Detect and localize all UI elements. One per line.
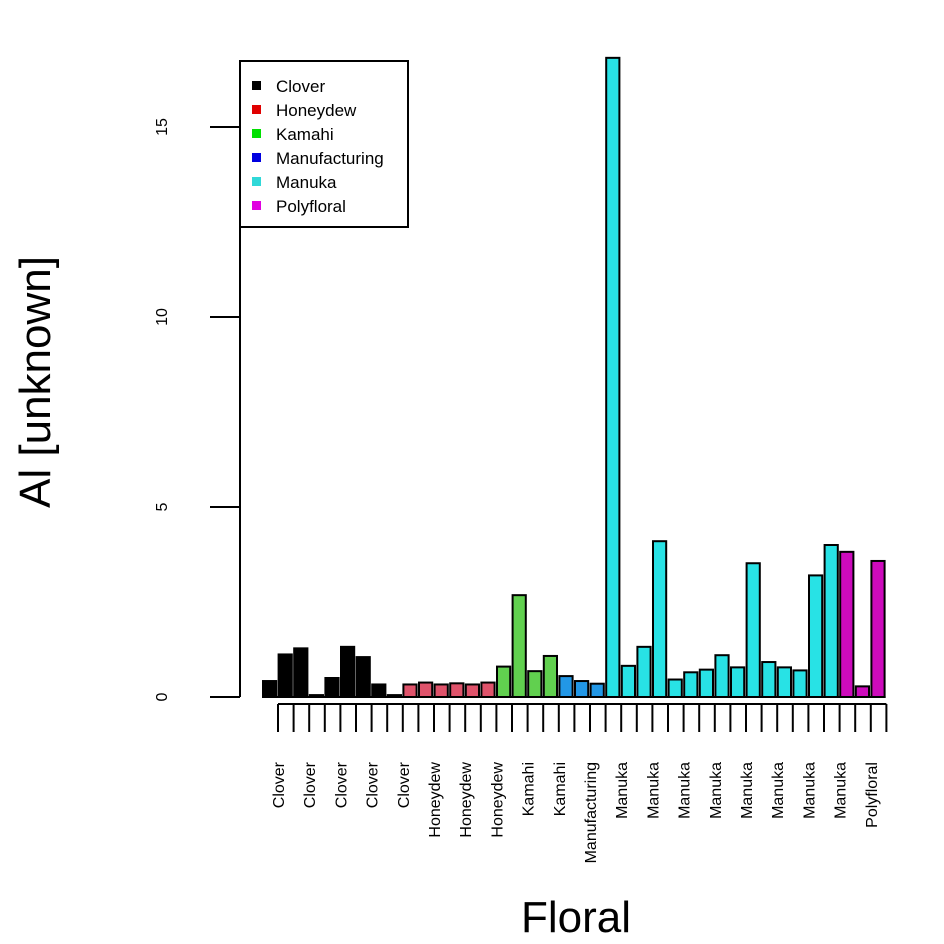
bar-manuka xyxy=(776,666,792,698)
x-axis-title: Floral xyxy=(521,893,631,942)
legend-label: Polyfloral xyxy=(276,197,346,216)
y-tick-label: 15 xyxy=(154,118,171,136)
x-tick-label: Honeydew xyxy=(458,762,475,838)
bar-honeydew xyxy=(449,682,465,699)
legend-swatch xyxy=(252,81,261,90)
bar-clover xyxy=(324,677,340,698)
bar-honeydew xyxy=(402,683,418,699)
legend-label: Manuka xyxy=(276,173,337,192)
x-tick-label: Clover xyxy=(302,761,319,808)
legend-swatch xyxy=(252,129,261,138)
x-axis: Clover Clover Clover Clover Clover Honeydew Ho… xyxy=(271,703,888,863)
legend-label: Manufacturing xyxy=(276,149,384,168)
bar-polyfloral xyxy=(839,550,855,699)
x-ticks: Clover Clover Clover Clover Clover Honeydew Ho… xyxy=(271,704,888,863)
bar-clover xyxy=(262,680,278,698)
bar-clover xyxy=(340,645,356,699)
bar-manuka xyxy=(605,56,621,698)
legend-label: Honeydew xyxy=(276,101,357,120)
bar-manuka xyxy=(620,664,636,699)
bar-manuka xyxy=(745,562,761,698)
bar-manuka xyxy=(792,669,808,699)
bar-clover xyxy=(371,683,387,699)
x-tick-label: Manuka xyxy=(645,762,662,819)
bar-polyfloral xyxy=(870,559,886,699)
bar-polyfloral xyxy=(854,685,870,698)
bar-manuka xyxy=(698,668,714,699)
y-axis: 0 5 10 15 xyxy=(154,118,241,701)
x-tick-label: Manuka xyxy=(770,762,787,819)
bar-clover xyxy=(293,647,309,698)
y-tick-label: 10 xyxy=(154,308,171,326)
x-tick-label: Manuka xyxy=(614,762,631,819)
bar-kamahi xyxy=(511,594,527,698)
bar-honeydew xyxy=(464,683,480,699)
legend-swatch xyxy=(252,153,261,162)
bar-manufacturing xyxy=(574,680,590,698)
bar-kamahi xyxy=(527,670,543,698)
x-tick-label: Clover xyxy=(333,761,350,808)
legend-swatch xyxy=(252,201,261,210)
bar-manuka xyxy=(730,666,746,698)
bar-manuka xyxy=(636,645,652,699)
bar-manuka xyxy=(761,661,777,698)
x-tick-label: Clover xyxy=(396,761,413,808)
bar-kamahi xyxy=(542,654,558,699)
x-tick-label: Honeydew xyxy=(427,762,444,838)
x-tick-label: Manuka xyxy=(801,762,818,819)
x-tick-label: Clover xyxy=(271,761,288,808)
x-tick-label: Polyfloral xyxy=(864,762,881,828)
bar-manuka xyxy=(652,540,668,699)
legend-items: Clover Honeydew Kamahi Manufacturing Manuka P… xyxy=(252,77,384,216)
legend-label: Kamahi xyxy=(276,125,334,144)
y-tick-label: 5 xyxy=(154,502,171,511)
legend-swatch xyxy=(252,105,261,114)
bar-manufacturing xyxy=(589,682,605,699)
bar-clover xyxy=(277,653,293,699)
bar-honeydew xyxy=(480,681,496,698)
legend-box xyxy=(239,60,409,228)
x-tick-label: Manufacturing xyxy=(583,762,600,863)
x-tick-label: Kamahi xyxy=(552,762,569,816)
x-tick-label: Manuka xyxy=(739,762,756,819)
x-tick-label: Manuka xyxy=(708,762,725,819)
x-tick-label: Manuka xyxy=(677,762,694,819)
bar-manuka xyxy=(714,654,730,699)
y-ticks: 0 5 10 15 xyxy=(154,118,240,701)
x-tick-label: Clover xyxy=(365,761,382,808)
x-tick-label: Manuka xyxy=(833,762,850,819)
bar-clover xyxy=(355,656,371,698)
bar-manuka xyxy=(808,574,824,699)
bar-manuka xyxy=(667,678,683,699)
bar-manuka xyxy=(823,544,839,698)
legend-label: Clover xyxy=(276,77,325,96)
bar-kamahi xyxy=(496,665,512,698)
y-axis-title: Al [unknown] xyxy=(11,256,60,508)
legend-swatch xyxy=(252,177,261,186)
x-tick-label: Kamahi xyxy=(521,762,538,816)
y-tick-label: 0 xyxy=(154,692,171,701)
bar-manuka xyxy=(683,671,699,698)
bar-manufacturing xyxy=(558,675,574,698)
bar-honeydew xyxy=(433,683,449,699)
bar-honeydew xyxy=(418,681,434,698)
legend: Clover Honeydew Kamahi Manufacturing Manuka P… xyxy=(239,60,409,228)
x-tick-label: Honeydew xyxy=(489,762,506,838)
